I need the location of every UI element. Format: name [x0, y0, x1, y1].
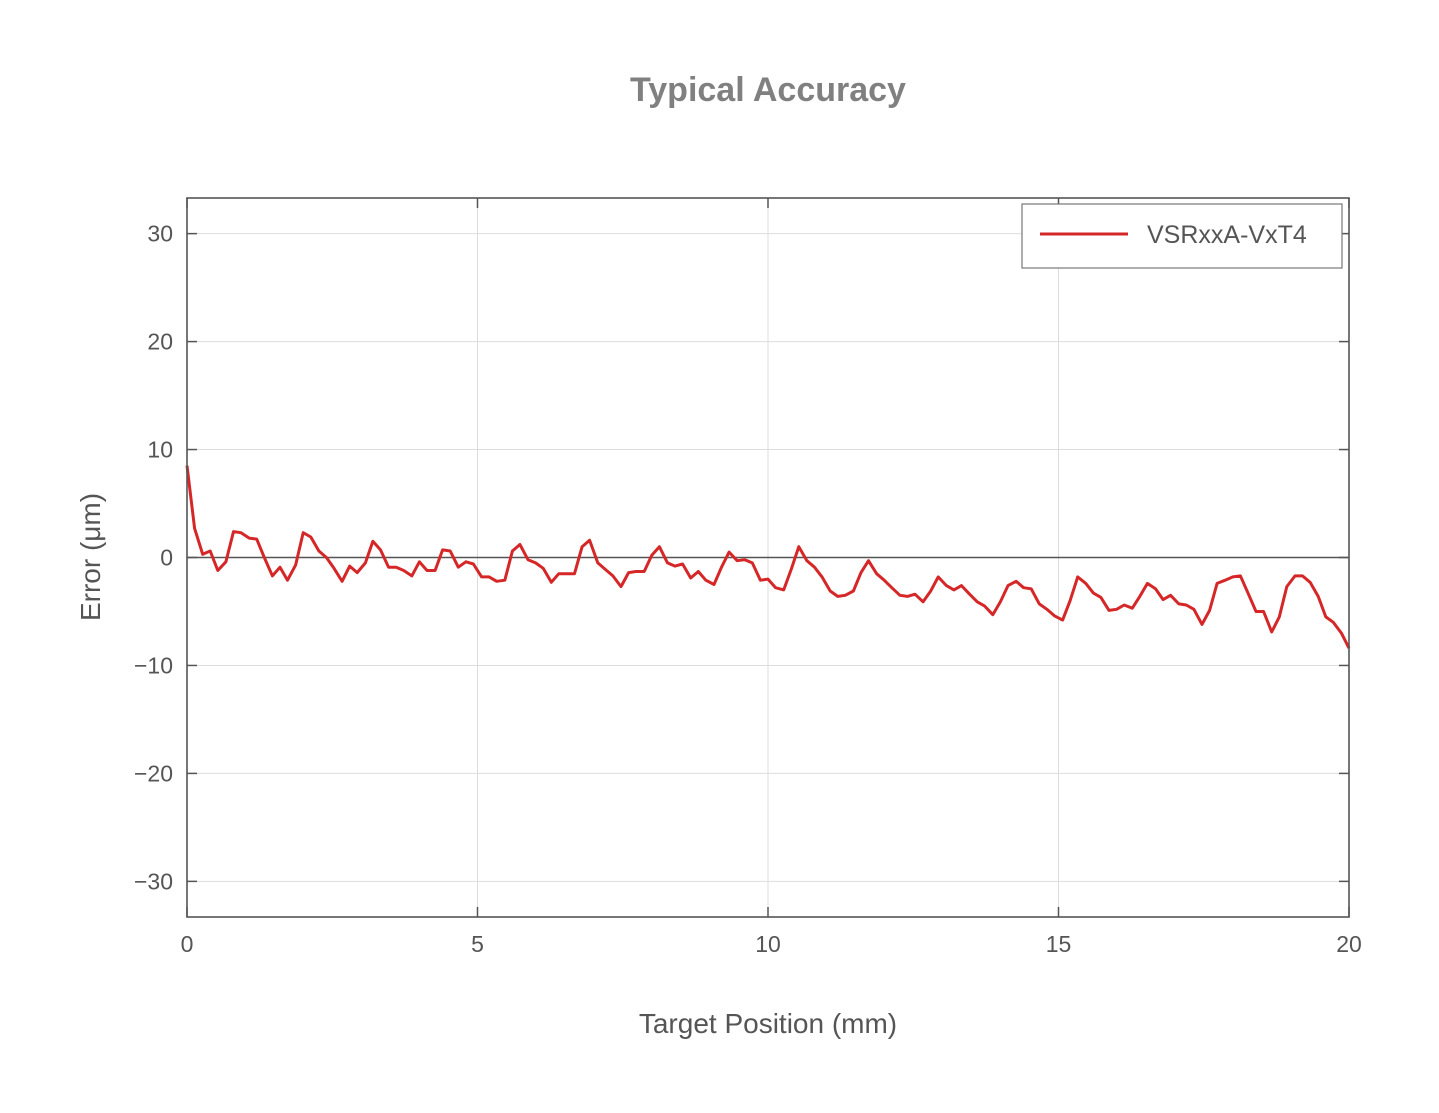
- x-tick-label: 5: [471, 931, 484, 957]
- axis-ticks: 0 5 10 15 20 −30 −20 −10 0 10 20 30: [134, 198, 1362, 957]
- y-tick-label: −30: [134, 868, 173, 894]
- y-tick-label: 30: [147, 221, 173, 247]
- x-tick-label: 20: [1336, 931, 1362, 957]
- y-axis-label: Error (μm): [75, 493, 106, 621]
- legend: VSRxxA-VxT4: [1021, 203, 1343, 269]
- series-line: [185, 465, 1351, 649]
- legend-box: [1021, 203, 1343, 269]
- y-tick-label: −10: [134, 652, 173, 678]
- chart-title: Typical Accuracy: [630, 71, 906, 109]
- y-tick-label: −20: [134, 760, 173, 786]
- x-tick-label: 10: [755, 931, 781, 957]
- y-tick-label: 0: [160, 545, 173, 571]
- x-tick-label: 15: [1046, 931, 1072, 957]
- legend-label: VSRxxA-VxT4: [1147, 221, 1307, 249]
- x-tick-label: 0: [181, 931, 194, 957]
- y-tick-label: 10: [147, 437, 173, 463]
- plot-frame: [186, 197, 1350, 918]
- y-tick-label: 20: [147, 329, 173, 355]
- x-axis-label: Target Position (mm): [639, 1008, 897, 1039]
